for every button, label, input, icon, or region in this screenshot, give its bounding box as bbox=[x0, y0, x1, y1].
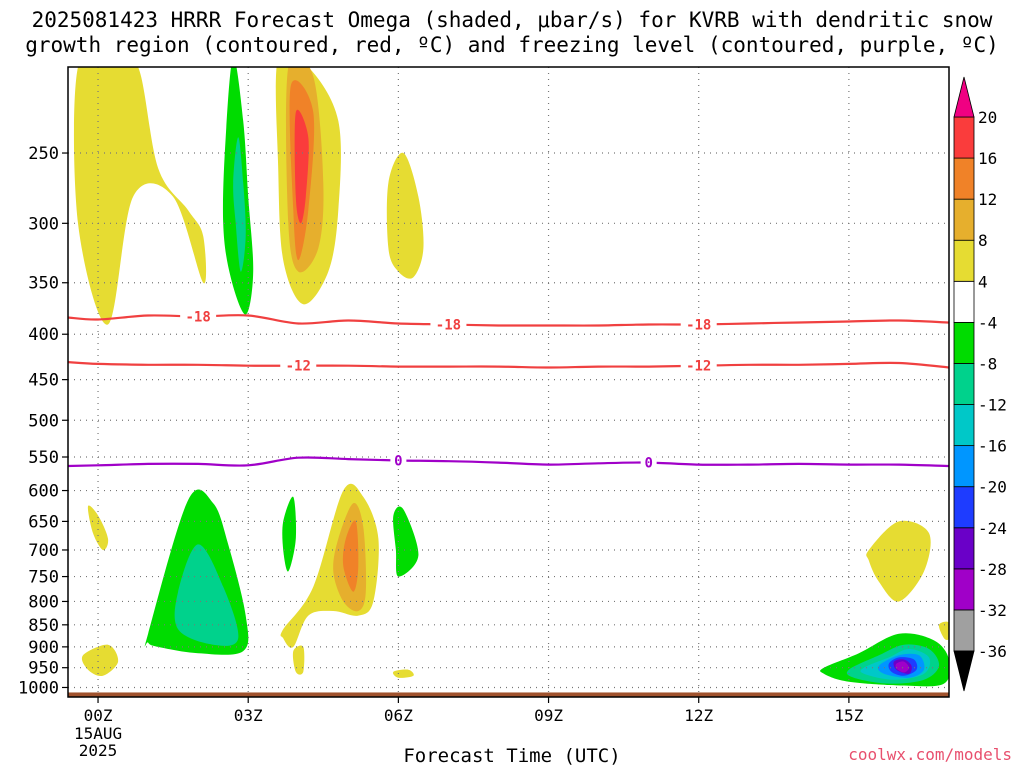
colorbar-swatch bbox=[953, 239, 975, 282]
omega-area-18 bbox=[392, 669, 414, 678]
omega-area-19 bbox=[866, 520, 931, 602]
omega-area-16 bbox=[393, 506, 419, 577]
colorbar-over-triangle bbox=[953, 76, 975, 118]
omega-area-27 bbox=[895, 661, 909, 673]
colorbar-swatch bbox=[953, 404, 975, 447]
colorbar-label: 12 bbox=[978, 190, 997, 209]
contour-label: -18 bbox=[436, 317, 461, 333]
colorbar-swatch bbox=[953, 445, 975, 488]
y-tick-label: 750 bbox=[28, 568, 59, 588]
contour-line--12 bbox=[68, 361, 949, 369]
x-tick-label: 06Z bbox=[384, 706, 413, 725]
omega-area-15 bbox=[292, 645, 305, 675]
surface-layer bbox=[68, 692, 949, 697]
contour-label: -18 bbox=[686, 317, 711, 333]
omega-area-10 bbox=[174, 544, 239, 646]
contour-label-bg bbox=[430, 316, 467, 333]
y-tick-label: 450 bbox=[28, 371, 59, 391]
x-tick-sublabel: 15AUG bbox=[74, 724, 122, 743]
y-tick-label: 850 bbox=[28, 616, 59, 636]
omega-area-8 bbox=[87, 505, 109, 551]
colorbar-label: 8 bbox=[978, 231, 988, 250]
colorbar-label: -4 bbox=[978, 313, 997, 332]
x-tick-label: 03Z bbox=[234, 706, 263, 725]
chart-title-line1: 2025081423 HRRR Forecast Omega (shaded, … bbox=[31, 8, 993, 32]
colorbar-label: -36 bbox=[978, 642, 1007, 661]
y-tick-label: 350 bbox=[28, 274, 59, 294]
contour-label-bg bbox=[680, 316, 717, 333]
colorbar-swatch bbox=[953, 157, 975, 200]
temperature-contours: -18 -18 -18 -12 -12 0 0 bbox=[68, 308, 949, 472]
colorbar-label: 20 bbox=[978, 108, 997, 127]
contour-label: -12 bbox=[686, 359, 711, 375]
contour-label-bg bbox=[680, 357, 717, 374]
omega-shading bbox=[73, 67, 949, 687]
y-tick-label: 500 bbox=[28, 411, 59, 431]
contour-label-bg bbox=[280, 357, 317, 374]
x-tick-label: 09Z bbox=[534, 706, 563, 725]
y-tick-label: 800 bbox=[28, 592, 59, 612]
y-tick-label: 250 bbox=[28, 144, 59, 164]
y-tick-label: 700 bbox=[28, 541, 59, 561]
y-tick-label: 650 bbox=[28, 512, 59, 532]
y-tick-label: 300 bbox=[28, 214, 59, 234]
omega-area-2 bbox=[233, 137, 246, 272]
x-axis-label: Forecast Time (UTC) bbox=[403, 745, 621, 767]
colorbar-label: -20 bbox=[978, 478, 1007, 497]
plot-frame bbox=[67, 66, 950, 698]
omega-area-11 bbox=[282, 496, 297, 572]
contour-label: 0 bbox=[394, 453, 402, 469]
omega-area-20 bbox=[938, 621, 949, 640]
y-tick-label: 950 bbox=[28, 659, 59, 679]
colorbar-label: -28 bbox=[978, 560, 1007, 579]
colorbar-swatch bbox=[953, 198, 975, 241]
x-tick-label: 12Z bbox=[684, 706, 713, 725]
y-axis: 2503003504004505005506006507007508008509… bbox=[18, 144, 68, 698]
credit-link[interactable]: coolwx.com/models bbox=[848, 745, 1012, 764]
colorbar-under-triangle bbox=[953, 650, 975, 692]
colorbar-label: 16 bbox=[978, 149, 997, 168]
contour-line-0 bbox=[68, 456, 949, 468]
colorbar-swatch bbox=[953, 527, 975, 570]
colorbar: -36 -32 -28 -24 -20 -16 -12 -8 -4 4 8 12 16 20 bbox=[953, 76, 1007, 692]
x-tick-label: 00Z bbox=[84, 706, 113, 725]
colorbar-swatch bbox=[953, 363, 975, 405]
contour-label-bg bbox=[390, 452, 407, 469]
colorbar-swatch bbox=[953, 568, 975, 611]
colorbar-swatch bbox=[953, 486, 975, 529]
colorbar-label: 4 bbox=[978, 272, 988, 291]
contour-label: 0 bbox=[644, 456, 652, 472]
y-tick-label: 400 bbox=[28, 325, 59, 345]
chart-title-line2: growth region (contoured, red, ºC) and f… bbox=[25, 33, 999, 57]
omega-area-7 bbox=[386, 152, 424, 279]
colorbar-label: -8 bbox=[978, 354, 997, 373]
contour-label: -12 bbox=[286, 359, 311, 375]
colorbar-label: -16 bbox=[978, 437, 1007, 456]
colorbar-swatch bbox=[953, 321, 975, 364]
surface-ground bbox=[68, 692, 949, 697]
colorbar-label: -24 bbox=[978, 519, 1007, 538]
omega-area-14 bbox=[342, 520, 359, 592]
contour-label-bg bbox=[180, 308, 217, 325]
colorbar-swatch bbox=[953, 116, 975, 159]
omega-area-0 bbox=[73, 67, 207, 325]
omega-area-6 bbox=[294, 109, 309, 224]
y-tick-label: 600 bbox=[28, 482, 59, 502]
x-tick-label: 15Z bbox=[834, 706, 863, 725]
omega-area-17 bbox=[81, 644, 119, 676]
x-tick-sublabel: 2025 bbox=[79, 741, 118, 760]
colorbar-swatch bbox=[953, 280, 975, 323]
colorbar-swatch bbox=[953, 609, 975, 652]
y-tick-label: 550 bbox=[28, 448, 59, 468]
colorbar-label: -12 bbox=[978, 396, 1007, 415]
y-tick-label: 1000 bbox=[18, 678, 59, 698]
colorbar-label: -32 bbox=[978, 601, 1007, 620]
y-tick-label: 900 bbox=[28, 638, 59, 658]
contour-label: -18 bbox=[185, 309, 210, 325]
contour-label-bg bbox=[640, 454, 657, 471]
